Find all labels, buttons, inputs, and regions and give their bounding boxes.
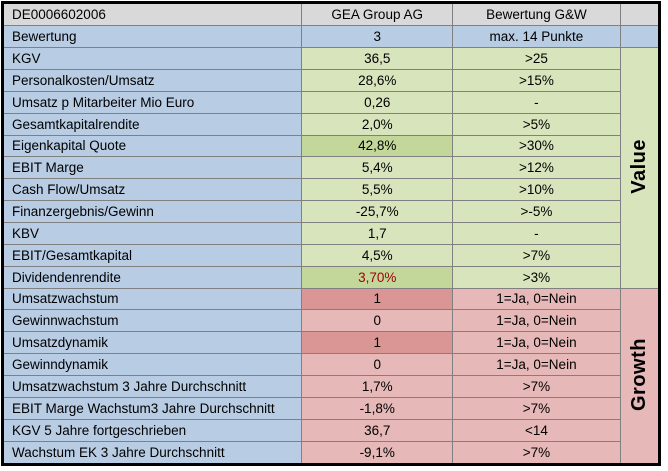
criteria-cell: >25 [452,47,621,70]
value-section-cell: Value [619,47,661,289]
metric-label-cell: Eigenkapital Quote [1,134,303,158]
metric-value-cell-highlighted: 3,70% [301,265,454,289]
bewertung-label-cell: Bewertung [1,25,303,49]
metric-label-cell: EBIT/Gesamtkapital [1,243,303,267]
criteria-cell: >7% [452,243,621,267]
metric-value-cell: 5,4% [301,156,454,180]
metric-value-cell: 2,0% [301,112,454,136]
criteria-cell: >30% [452,134,621,158]
metric-value-cell: 5,5% [301,178,454,202]
table-row: Umsatzdynamik 1 1=Ja, 0=Nein [1,331,660,355]
growth-section-label: Growth [627,337,650,411]
company-header-cell: GEA Group AG [301,1,454,27]
metric-label-cell: KGV 5 Jahre fortgeschrieben [1,418,303,442]
metric-label-cell: Gewinnwachstum [1,309,303,333]
table-row: Eigenkapital Quote 42,8% >30% [1,134,660,158]
score-row: Bewertung 3 max. 14 Punkte [1,25,661,49]
table-row: Gewinnwachstum 0 1=Ja, 0=Nein [1,309,660,333]
empty-corner-cell [619,1,661,27]
criteria-cell: >7% [452,396,621,420]
table-row: EBIT Marge 5,4% >12% [1,156,660,180]
value-section-label: Value [627,138,650,194]
metric-label-cell: Umsatzwachstum [1,287,303,311]
metric-label-cell: Dividendenrendite [1,265,303,289]
stock-analysis-table: DE0006602006 GEA Group AG Bewertung G&W … [1,1,661,466]
table-row: EBIT Marge Wachstum3 Jahre Durchschnitt … [1,396,660,420]
metric-label-cell: KBV [1,221,303,245]
metric-value-cell: 0 [301,309,454,333]
metric-value-cell: 1,7 [301,221,454,245]
criteria-cell: >10% [452,178,621,202]
table-row: KBV 1,7 - [1,221,660,245]
criteria-cell: >5% [452,112,621,136]
metric-value-cell: 0,26 [301,90,454,114]
metric-label-cell: Umsatzdynamik [1,331,303,355]
table-row: Gesamtkapitalrendite 2,0% >5% [1,112,660,136]
criteria-cell: - [452,221,621,245]
criteria-cell: >3% [452,265,621,289]
table-row: Personalkosten/Umsatz 28,6% >15% [1,68,660,92]
bewertung-score-cell: 3 [301,25,454,49]
metric-label-cell: EBIT Marge [1,156,303,180]
metric-label-cell: Wachstum EK 3 Jahre Durchschnitt [1,440,303,466]
table-row: Wachstum EK 3 Jahre Durchschnitt -9,1% >… [1,440,660,466]
metric-value-cell: 4,5% [301,243,454,267]
criteria-cell: >7% [452,374,621,398]
metric-label-cell: KGV [1,47,303,70]
metric-value-cell-flagged: 1 [301,287,454,311]
metric-value-cell: -25,7% [301,200,454,223]
criteria-cell: 1=Ja, 0=Nein [452,331,621,355]
table-row: KGV 5 Jahre fortgeschrieben 36,7 <14 [1,418,660,442]
isin-cell: DE0006602006 [1,1,303,27]
metric-label-cell: EBIT Marge Wachstum3 Jahre Durchschnitt [1,396,303,420]
criteria-cell: >15% [452,68,621,92]
metric-value-cell: 28,6% [301,68,454,92]
metric-label-cell: Gesamtkapitalrendite [1,112,303,136]
table-row: Umsatzwachstum 3 Jahre Durchschnitt 1,7%… [1,374,660,398]
table-row: EBIT/Gesamtkapital 4,5% >7% [1,243,660,267]
metric-label-cell: Cash Flow/Umsatz [1,178,303,202]
criteria-cell: <14 [452,418,621,442]
table-row: KGV 36,5 >25 Value [1,47,661,289]
metric-value-cell: 36,7 [301,418,454,442]
rating-header-cell: Bewertung G&W [452,1,621,27]
criteria-cell: 1=Ja, 0=Nein [452,353,621,376]
table-row: Umsatz p Mitarbeiter Mio Euro 0,26 - [1,90,660,114]
metric-label-cell: Gewinndynamik [1,353,303,376]
table-row: Finanzergebnis/Gewinn -25,7% >-5% [1,200,660,223]
metric-value-cell: 1,7% [301,374,454,398]
table-row: Gewinndynamik 0 1=Ja, 0=Nein [1,353,660,376]
criteria-cell: >-5% [452,200,621,223]
criteria-cell: >7% [452,440,621,466]
metric-value-cell: -9,1% [301,440,454,466]
criteria-cell: 1=Ja, 0=Nein [452,309,621,333]
metric-value-cell-highlighted: 42,8% [301,134,454,158]
table-row: Umsatzwachstum 1 1=Ja, 0=Nein Growth [1,287,661,466]
metric-label-cell: Umsatz p Mitarbeiter Mio Euro [1,90,303,114]
criteria-cell: >12% [452,156,621,180]
metric-label-cell: Finanzergebnis/Gewinn [1,200,303,223]
table-header-row: DE0006602006 GEA Group AG Bewertung G&W [1,1,661,27]
metric-value-cell: 36,5 [301,47,454,70]
metric-value-cell-flagged: 1 [301,331,454,355]
table-row: Cash Flow/Umsatz 5,5% >10% [1,178,660,202]
metric-value-cell: -1,8% [301,396,454,420]
bewertung-max-cell: max. 14 Punkte [452,25,621,49]
criteria-cell: 1=Ja, 0=Nein [452,287,621,311]
table-row: Dividendenrendite 3,70% >3% [1,265,660,289]
criteria-cell: - [452,90,621,114]
metric-value-cell: 0 [301,353,454,376]
empty-cell [619,25,661,49]
metric-label-cell: Umsatzwachstum 3 Jahre Durchschnitt [1,374,303,398]
metric-label-cell: Personalkosten/Umsatz [1,68,303,92]
growth-section-cell: Growth [619,287,661,466]
